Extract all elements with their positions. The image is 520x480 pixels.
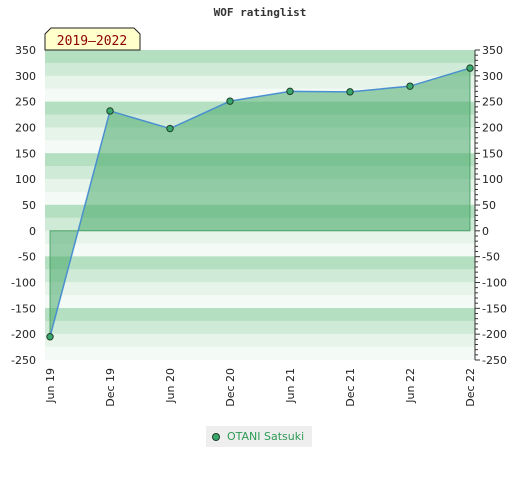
data-point — [226, 97, 234, 105]
y-tick-label-left: -200 — [11, 328, 36, 341]
y-tick-label-left: 0 — [29, 225, 36, 238]
grid-band — [45, 230, 475, 244]
y-tick-label-right: 200 — [482, 122, 503, 135]
legend-marker-icon — [212, 432, 220, 441]
x-axis: Jun 19 Dec 19 Jun 20 Dec 20 Jun 21 Dec 21 Jun … — [44, 368, 477, 407]
grid-band — [45, 256, 475, 270]
x-tick-label: Jun 22 — [404, 368, 417, 404]
x-tick-label: Jun 19 — [44, 368, 57, 404]
x-tick-label: Jun 20 — [164, 368, 177, 404]
data-point — [46, 333, 54, 341]
grid-band — [45, 243, 475, 257]
x-tick-label: Jun 21 — [284, 368, 297, 404]
grid-band — [45, 62, 475, 77]
data-point — [166, 124, 174, 133]
grid-band — [45, 269, 475, 283]
y-tick-label-left: 150 — [15, 147, 36, 160]
y-tick-label-right: -100 — [482, 277, 507, 290]
y-tick-label-left: -100 — [11, 277, 36, 290]
y-tick-label-right: -150 — [482, 302, 507, 315]
series-line-path — [49, 67, 471, 337]
y-tick-label-left: -250 — [11, 354, 36, 367]
legend: OTANI Satsuki — [206, 426, 313, 447]
right-y-axis: -250 -200 -150 -100 -50 0 50 100 150 200 250 300 350 — [474, 44, 507, 367]
data-point — [346, 88, 354, 96]
y-tick-label-left: 250 — [15, 96, 36, 109]
series-line — [46, 64, 474, 341]
data-point — [286, 87, 294, 96]
y-tick-label-right: 250 — [482, 96, 503, 109]
period-badge — [44, 27, 141, 51]
grid-band — [45, 282, 475, 296]
grid-band — [45, 308, 475, 322]
y-tick-label-right: -200 — [482, 328, 507, 341]
period-badge-group: 2019–2022 — [44, 27, 141, 51]
grid-band — [45, 320, 475, 335]
grid-band — [45, 50, 475, 64]
left-y-axis: -250 -200 -150 -100 -50 0 50 100 150 200 250 300 350 — [11, 44, 36, 367]
y-tick-label-right: 150 — [482, 147, 503, 160]
data-point — [106, 107, 114, 115]
y-tick-label-right: 50 — [482, 199, 496, 212]
grid-band — [45, 295, 475, 309]
y-tick-label-left: 200 — [15, 122, 36, 135]
y-tick-label-right: 300 — [482, 70, 503, 83]
y-tick-label-left: 50 — [22, 199, 36, 212]
x-tick-label: Dec 19 — [104, 368, 117, 407]
period-badge-text: 2019–2022 — [57, 34, 127, 49]
x-tick-label: Dec 21 — [344, 368, 357, 407]
x-tick-label: Dec 22 — [464, 368, 477, 407]
y-tick-label-left: 100 — [15, 173, 36, 186]
grid-band — [45, 346, 475, 360]
data-point — [466, 64, 474, 72]
y-tick-label-left: -150 — [11, 302, 36, 315]
data-point — [406, 82, 414, 90]
y-tick-label-left: -50 — [18, 251, 36, 264]
y-tick-label-right: 350 — [482, 44, 503, 57]
legend-label: OTANI Satsuki — [227, 430, 305, 443]
chart-title: WOF ratinglist — [213, 6, 307, 19]
grid-band — [45, 333, 475, 347]
y-tick-label-right: 100 — [482, 173, 503, 186]
grid-band — [45, 75, 475, 89]
x-tick-label: Dec 20 — [224, 368, 237, 407]
y-tick-label-left: 300 — [15, 70, 36, 83]
y-tick-label-left: 350 — [15, 44, 36, 57]
y-tick-label-right: 0 — [482, 225, 489, 238]
y-tick-label-right: -50 — [482, 251, 500, 264]
y-tick-label-right: -250 — [482, 354, 507, 367]
